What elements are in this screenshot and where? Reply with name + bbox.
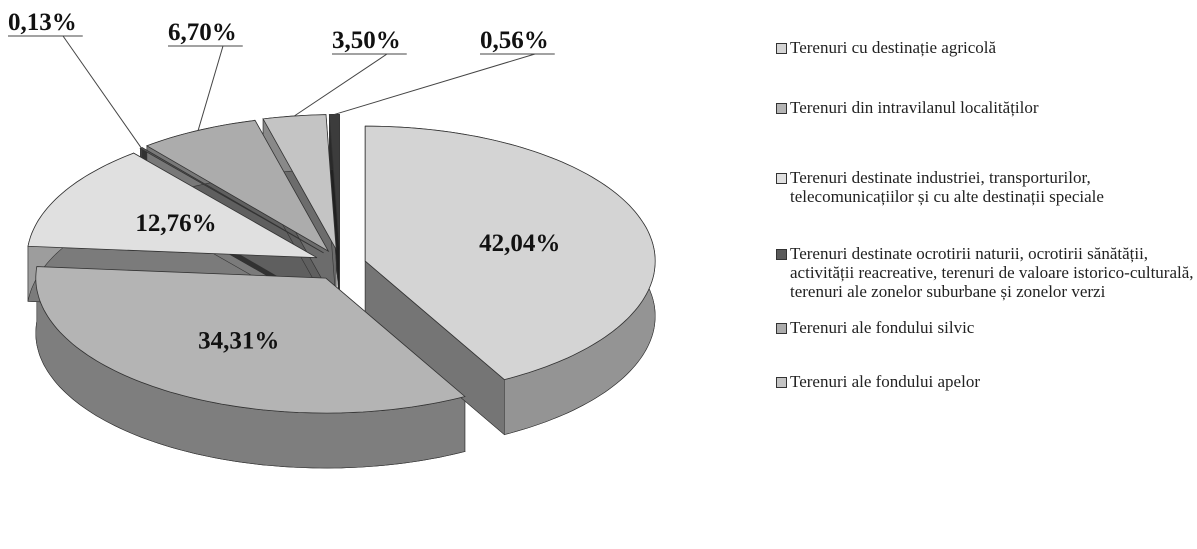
data-label: 0,56% <box>480 27 549 54</box>
leader-line <box>197 45 224 131</box>
chart: 42,04% 34,31% 12,76% 0,13% 6,70% 3,50% 0,56% <box>8 9 656 469</box>
data-label: 0,13% <box>8 9 77 36</box>
legend-item: Terenuri destinate ocrotirii naturii, oc… <box>776 244 1197 301</box>
legend-swatch <box>776 323 787 334</box>
legend-swatch <box>776 377 787 388</box>
legend-label: Terenuri ale fondului silvic <box>790 318 975 337</box>
leader-line <box>62 35 142 149</box>
legend-item: Terenuri ale fondului apelor <box>776 372 1197 391</box>
data-label: 12,76% <box>135 210 216 237</box>
leader-line <box>334 53 536 115</box>
legend-label: Terenuri destinate ocrotirii naturii, oc… <box>790 244 1194 301</box>
legend-item: Terenuri ale fondului silvic <box>776 318 1197 337</box>
data-label: 3,50% <box>332 27 401 54</box>
slice <box>139 147 324 254</box>
legend-swatch <box>776 249 787 260</box>
legend-label: Terenuri cu destinație agricolă <box>790 38 997 57</box>
legend-label: Terenuri din intravilanul localităților <box>790 98 1039 117</box>
slice <box>328 114 340 250</box>
legend-swatch <box>776 173 787 184</box>
legend-swatch <box>776 43 787 54</box>
legend-item: Terenuri din intravilanul localităților <box>776 98 1197 117</box>
legend-item: Terenuri cu destinație agricolă <box>776 38 1197 57</box>
slice <box>35 266 466 414</box>
legend-item: Terenuri destinate industriei, transport… <box>776 168 1197 206</box>
slice <box>262 114 337 250</box>
legend-label: Terenuri destinate industriei, transport… <box>790 168 1104 206</box>
legend-label: Terenuri ale fondului apelor <box>790 372 980 391</box>
slice <box>145 119 330 253</box>
legend-swatch <box>776 103 787 114</box>
slice <box>27 152 318 259</box>
slice <box>364 125 656 381</box>
data-label: 6,70% <box>168 19 237 46</box>
leader-line <box>294 53 388 117</box>
data-label: 42,04% <box>479 230 560 257</box>
data-label: 34,31% <box>198 327 279 354</box>
